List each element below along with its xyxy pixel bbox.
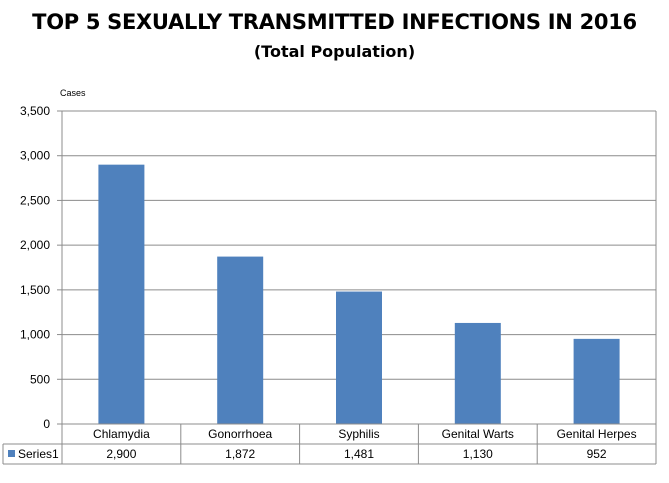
x-category-label: Syphilis (338, 427, 379, 441)
data-table: Chlamydia Gonorrhoea Syphilis Genital Warts… (2, 423, 657, 465)
plot-frame (61, 110, 657, 424)
x-category-label: Gonorrhoea (208, 427, 272, 441)
bar (98, 164, 145, 424)
data-value-label: 1,130 (463, 447, 493, 461)
x-category-label: Genital Herpes (557, 427, 637, 441)
y-axis-ticks: 0 500 1,000 1,500 2,000 2,500 3,000 3,500 (20, 104, 62, 431)
y-tick-label: 3,500 (20, 104, 50, 118)
data-value-label: 1,872 (225, 447, 255, 461)
bar (336, 291, 382, 424)
legend-series-name: Series1 (18, 447, 59, 461)
bars (98, 164, 620, 424)
y-tick-label: 2,000 (20, 238, 50, 252)
bar (573, 338, 620, 424)
data-value-label: 1,481 (344, 447, 374, 461)
legend-swatch (8, 450, 15, 457)
y-tick-label: 500 (30, 372, 50, 386)
data-value-label: 2,900 (106, 447, 136, 461)
x-category-label: Genital Warts (442, 427, 514, 441)
data-value-label: 952 (587, 447, 607, 461)
chart-title: TOP 5 SEXUALLY TRANSMITTED INFECTIONS IN… (32, 10, 637, 34)
x-category-label: Chlamydia (93, 427, 150, 441)
y-tick-label: 2,500 (20, 193, 50, 207)
y-tick-label: 1,500 (20, 283, 50, 297)
y-tick-label: 0 (43, 417, 50, 431)
bar (454, 322, 501, 424)
y-tick-label: 1,000 (20, 328, 50, 342)
chart-subtitle: (Total Population) (253, 42, 416, 61)
y-tick-label: 3,000 (20, 149, 50, 163)
bar (217, 256, 264, 424)
y-axis-label: Cases (60, 88, 86, 98)
